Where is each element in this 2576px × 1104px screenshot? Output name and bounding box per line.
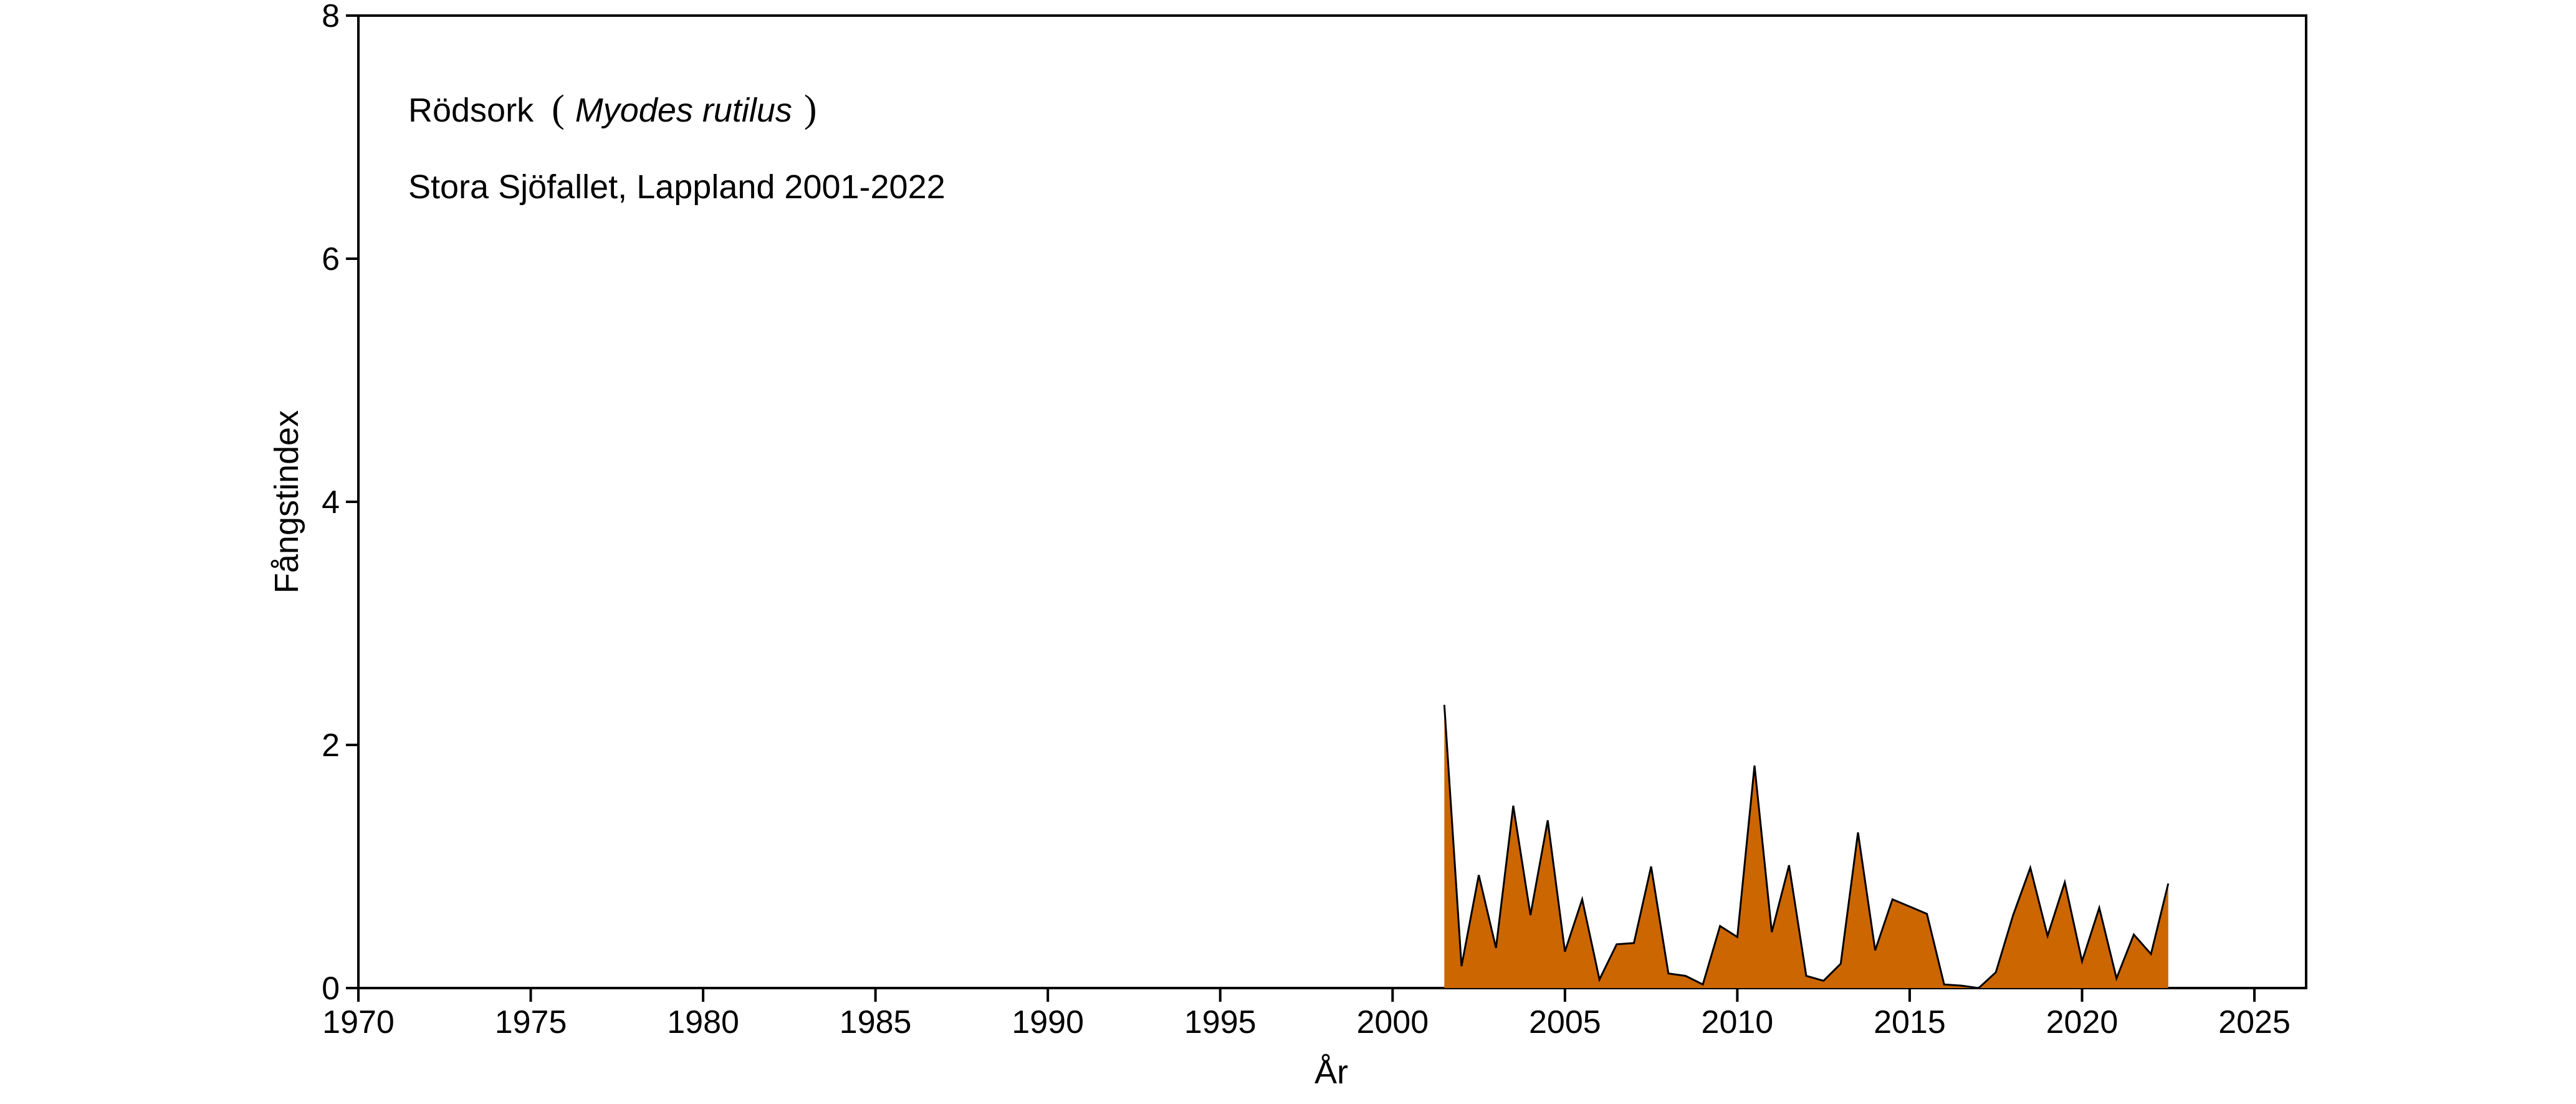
area-fill [1444,704,2168,988]
location-annotation: Stora Sjöfallet, Lappland 2001-2022 [408,168,946,206]
x-tick-label: 2015 [1874,1004,1946,1040]
y-axis: 0 2 4 6 8 [322,0,358,1007]
x-tick-label: 2025 [2218,1004,2291,1040]
species-latin-name: Myodes rutilus [575,92,792,129]
y-tick-label: 6 [322,241,340,277]
x-tick-label: 1970 [322,1004,395,1040]
species-annotation: Rödsork ( Myodes rutilus ) [408,88,817,130]
x-tick-label: 1980 [667,1004,739,1040]
x-tick-label: 2005 [1529,1004,1601,1040]
y-axis-title: Fångstindex [268,410,305,593]
x-tick-label: 2010 [1702,1004,1774,1040]
x-axis: 1970 1975 1980 1985 1990 1995 2000 2005 2010 2015… [322,988,2291,1040]
x-tick-label: 1975 [495,1004,567,1040]
area-layer [1443,704,2170,989]
species-common-name: Rödsork [408,92,534,129]
y-tick-label: 2 [322,727,340,764]
x-tick-label: 1995 [1184,1004,1257,1040]
species-paren-close: ) [804,88,817,130]
species-paren-open: ( [552,88,565,130]
x-axis-title: År [1314,1054,1348,1091]
x-tick-label: 1985 [840,1004,912,1040]
x-tick-label: 1990 [1012,1004,1084,1040]
plot-frame [357,14,2307,989]
y-tick-label: 0 [322,971,340,1007]
x-tick-label: 2000 [1356,1004,1429,1040]
x-tick-label: 2020 [2046,1004,2119,1040]
y-tick-label: 8 [322,0,340,34]
y-tick-label: 4 [322,484,340,521]
series-line [1443,704,2170,989]
